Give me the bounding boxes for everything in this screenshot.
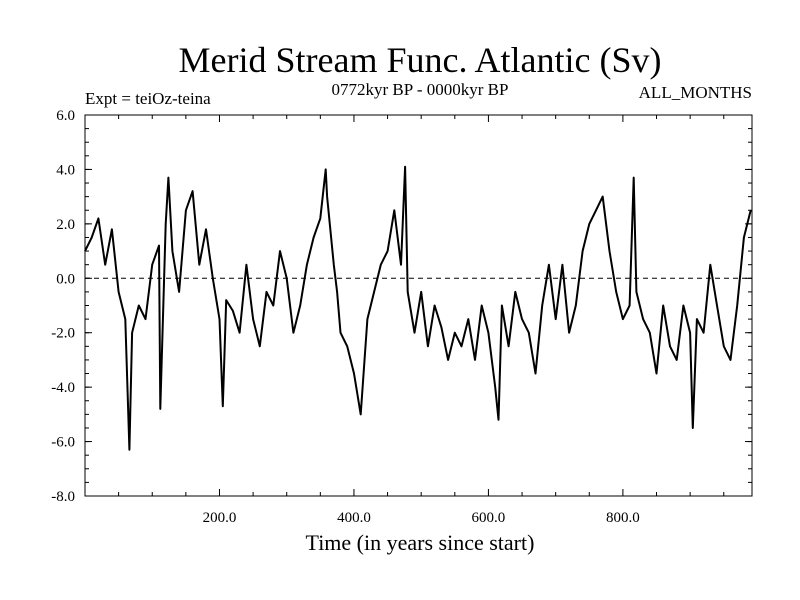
x-tick-label: 200.0 <box>203 510 237 526</box>
y-tick-label: -2.0 <box>51 326 75 342</box>
experiment-label: Expt = teiOz-teina <box>85 89 211 108</box>
y-tick-label: -8.0 <box>51 489 75 505</box>
chart-title: Merid Stream Func. Atlantic (Sv) <box>179 40 662 80</box>
x-tick-label: 800.0 <box>606 510 640 526</box>
months-label: ALL_MONTHS <box>639 83 752 102</box>
x-tick-label: 400.0 <box>337 510 371 526</box>
y-tick-label: 0.0 <box>56 271 75 287</box>
y-tick-label: 4.0 <box>56 162 75 178</box>
time-range-label: 0772kyr BP - 0000kyr BP <box>332 80 509 99</box>
x-tick-label: 600.0 <box>472 510 506 526</box>
data-series-line <box>84 165 752 451</box>
plot-area: 6.0 4.0 2.0 0.0 -2.0 -4.0 -6.0 -8.0 200.0 400.0 60… <box>51 108 753 526</box>
x-axis-label: Time (in years since start) <box>306 530 535 555</box>
y-tick-label: 6.0 <box>56 108 75 124</box>
y-tick-label: -6.0 <box>51 435 75 451</box>
y-tick-label: 2.0 <box>56 217 75 233</box>
y-tick-label: -4.0 <box>51 380 75 396</box>
